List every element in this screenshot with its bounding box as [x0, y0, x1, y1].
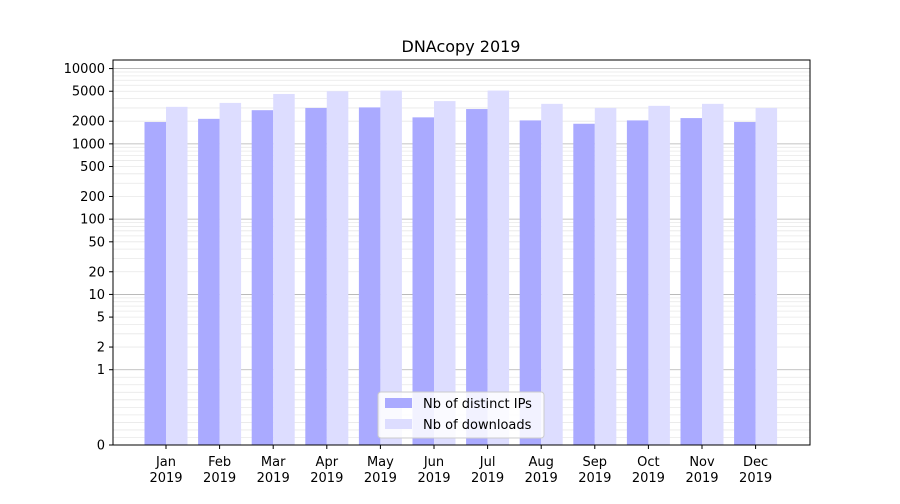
bar-distinct-ips — [251, 110, 274, 445]
bar-downloads — [648, 105, 670, 445]
bar-downloads — [434, 101, 456, 445]
bar-distinct-ips — [734, 122, 756, 445]
legend: Nb of distinct IPs Nb of downloads — [377, 391, 545, 439]
x-tick-label: Dec 2019 — [739, 455, 772, 486]
bar-distinct-ips — [466, 109, 488, 445]
bar-distinct-ips — [412, 117, 434, 445]
x-tick-label: Oct 2019 — [632, 455, 665, 486]
y-tick-label: 5000 — [72, 85, 105, 100]
legend-swatch — [385, 419, 412, 429]
bar-downloads — [219, 102, 242, 445]
y-tick-label: 0 — [97, 439, 105, 454]
bar-distinct-ips — [573, 123, 595, 446]
x-tick-label: Mar 2019 — [257, 455, 290, 486]
x-tick-label: Jan 2019 — [149, 455, 182, 486]
legend-label: Nb of distinct IPs — [423, 397, 532, 412]
x-tick-label: Sep 2019 — [578, 455, 611, 486]
chart-title: DNAcopy 2019 — [402, 37, 521, 56]
plot-frame — [112, 59, 811, 446]
ticks-layer: 0 1 2 5 10 20 50 100 200 500 1000 2000 5000 10000 Jan 2… — [64, 62, 773, 486]
bar-downloads — [380, 90, 402, 445]
bar-downloads — [326, 91, 349, 446]
bar-distinct-ips — [198, 118, 220, 445]
bar-downloads — [487, 90, 510, 445]
bar-distinct-ips — [680, 118, 702, 446]
axes-layer — [112, 59, 811, 446]
bar-downloads — [594, 107, 617, 445]
bar-distinct-ips — [519, 120, 542, 445]
bar-distinct-ips — [144, 122, 166, 445]
bar-downloads — [702, 103, 724, 445]
y-tick-label: 500 — [80, 160, 105, 175]
y-tick-label: 100 — [80, 213, 105, 228]
legend-box — [377, 391, 545, 439]
y-tick-label: 10 — [88, 288, 105, 303]
y-tick-label: 1 — [97, 363, 105, 378]
y-tick-label: 5 — [97, 311, 105, 326]
x-tick-label: Nov 2019 — [685, 455, 718, 486]
bar-distinct-ips — [305, 107, 327, 445]
x-tick-label: Aug 2019 — [525, 455, 558, 486]
bar-downloads — [541, 103, 563, 445]
legend-swatch — [385, 398, 412, 408]
y-tick-label: 2000 — [72, 115, 105, 130]
x-tick-label: Jul 2019 — [471, 455, 504, 486]
y-tick-label: 200 — [80, 190, 105, 205]
y-tick-label: 50 — [88, 235, 105, 250]
y-tick-label: 10000 — [64, 62, 105, 77]
y-tick-label: 2 — [97, 341, 105, 356]
bar-downloads — [166, 106, 188, 445]
bar-downloads — [755, 107, 778, 445]
y-tick-label: 1000 — [72, 137, 105, 152]
y-tick-label: 20 — [88, 265, 105, 280]
x-tick-label: Jun 2019 — [417, 455, 450, 486]
x-tick-label: Apr 2019 — [310, 455, 343, 486]
bars-layer — [144, 90, 778, 446]
bar-distinct-ips — [626, 120, 649, 445]
bar-distinct-ips — [358, 107, 381, 445]
x-tick-label: May 2019 — [364, 455, 397, 486]
legend-label: Nb of downloads — [423, 418, 532, 433]
x-tick-label: Feb 2019 — [203, 455, 236, 486]
bar-downloads — [273, 93, 295, 445]
